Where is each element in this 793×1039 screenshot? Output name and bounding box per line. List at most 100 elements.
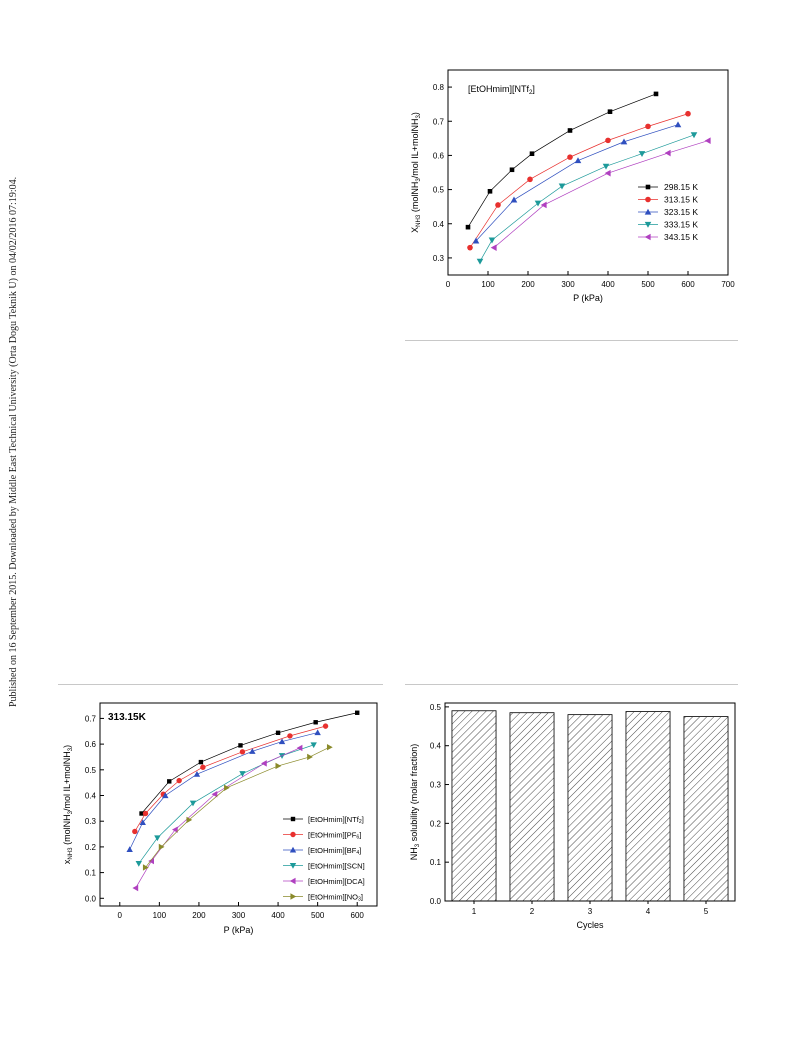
legend-marker — [289, 862, 297, 869]
y-tick-label: 0.7 — [85, 714, 97, 723]
series-1 — [465, 91, 659, 230]
data-point — [653, 91, 659, 97]
series-5 — [490, 137, 711, 251]
bar-cycle-1 — [451, 710, 497, 902]
data-point — [490, 244, 497, 251]
data-point — [167, 779, 172, 784]
data-point — [574, 157, 582, 164]
data-point — [326, 743, 333, 751]
y-tick-label: 0.6 — [433, 151, 445, 160]
y-tick-label: 0.0 — [430, 897, 442, 906]
divider-bottom-left — [58, 684, 383, 685]
legend-label: 313.15 K — [664, 195, 698, 205]
series-line — [134, 725, 326, 832]
legend-label: [EtOHmim][DCA] — [308, 877, 365, 886]
x-tick-label: 400 — [271, 911, 285, 920]
data-point — [620, 138, 628, 145]
x-tick-label: 100 — [481, 280, 495, 289]
x-tick-label: 700 — [721, 280, 735, 289]
data-point — [487, 188, 493, 194]
data-point — [355, 710, 360, 715]
data-point — [472, 237, 480, 244]
data-point — [176, 777, 182, 784]
bar-cycle-3 — [567, 714, 613, 902]
y-tick-label: 0.1 — [85, 869, 97, 878]
data-point — [296, 744, 303, 752]
series-line — [138, 744, 314, 864]
y-tick-label: 0.0 — [85, 894, 97, 903]
solubility-vs-pressure-temperature-chart: 0 100 200 300 400 500 600 700 0.3 0.4 0.5 0.6 0.7 0.8… — [410, 69, 735, 303]
series-line — [145, 746, 330, 868]
legend-marker — [644, 208, 652, 215]
data-point — [510, 196, 518, 203]
series-1 — [139, 710, 360, 816]
legend-marker — [644, 221, 652, 228]
data-point — [126, 846, 133, 853]
bar-cycle-2 — [509, 712, 555, 902]
y-tick-label: 0.4 — [430, 742, 442, 751]
x-tick-label: 2 — [530, 907, 535, 916]
data-point — [287, 733, 293, 739]
data-point — [239, 771, 246, 777]
legend-marker — [645, 196, 651, 203]
data-point — [529, 151, 535, 157]
data-point — [638, 151, 646, 158]
data-point — [313, 720, 318, 725]
series-line — [479, 134, 695, 262]
data-point — [307, 753, 313, 761]
series-4 — [476, 132, 698, 265]
x-tick-label: 300 — [232, 911, 246, 920]
legend-marker — [290, 816, 296, 822]
series-2 — [467, 110, 691, 251]
x-axis-label: Cycles — [576, 920, 604, 930]
legend-marker — [289, 846, 297, 853]
legend-label: 298.15 K — [664, 182, 698, 192]
data-point — [275, 762, 282, 770]
legend-marker — [290, 893, 297, 900]
data-point — [322, 723, 329, 729]
y-tick-label: 0.8 — [433, 83, 445, 92]
data-point — [310, 742, 317, 749]
x-axis-label: P (kPa) — [224, 925, 254, 935]
x-tick-label: 600 — [681, 280, 695, 289]
data-point — [142, 810, 149, 817]
data-point — [189, 800, 197, 807]
data-point — [704, 137, 711, 145]
data-point — [674, 121, 682, 128]
data-point — [193, 770, 201, 777]
data-point — [645, 123, 651, 130]
legend-label: [EtOHmim][PF6] — [308, 831, 361, 841]
data-point — [488, 237, 496, 244]
legend-label: [EtOHmim][SCN] — [308, 862, 365, 871]
data-point — [200, 764, 206, 770]
data-point — [238, 743, 243, 748]
data-point — [142, 864, 149, 871]
data-point — [534, 200, 542, 207]
legend-label: 333.15 K — [664, 220, 698, 230]
series-line — [135, 747, 300, 889]
data-point — [139, 811, 144, 816]
data-point — [567, 154, 573, 160]
data-point — [139, 819, 146, 826]
x-tick-label: 1 — [472, 907, 477, 916]
x-tick-label: 0 — [118, 911, 123, 920]
x-tick-label: 500 — [311, 911, 325, 920]
data-point — [664, 149, 671, 157]
data-point — [567, 128, 573, 133]
plot-frame — [447, 69, 729, 276]
data-point — [604, 169, 611, 177]
data-point — [135, 861, 142, 867]
series-5 — [132, 744, 303, 892]
data-point — [540, 201, 547, 209]
series-2 — [132, 723, 329, 835]
data-point — [527, 176, 533, 183]
data-point — [154, 835, 161, 842]
data-point — [132, 884, 139, 892]
x-tick-label: 200 — [521, 280, 535, 289]
download-note: Published on 16 September 2015. Download… — [8, 176, 19, 707]
data-point — [249, 748, 256, 754]
x-tick-label: 3 — [588, 907, 593, 916]
x-axis-label: P (kPa) — [573, 293, 603, 303]
data-point — [278, 738, 286, 745]
data-point — [314, 729, 321, 736]
